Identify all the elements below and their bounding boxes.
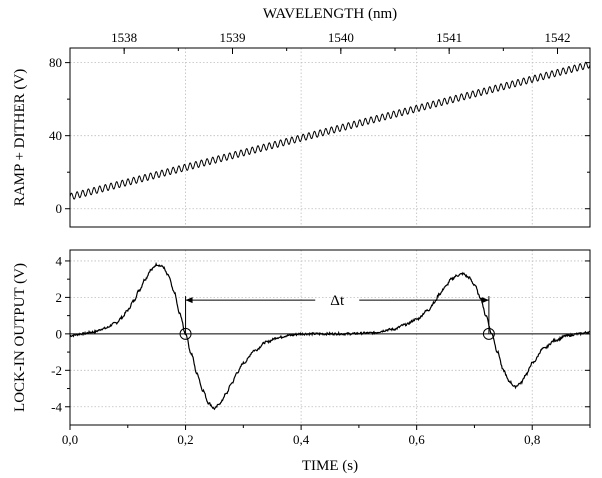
bottom-x-tick-label: 0,2: [177, 432, 193, 447]
bottom-x-axis-ticks: 0,0 0,2 0,4 0,6 0,8: [62, 425, 591, 447]
top-wavelength-tick-label: 1542: [545, 30, 571, 45]
zero-crossing-markers: [179, 327, 495, 340]
top-wavelength-tick-label: 1541: [436, 30, 462, 45]
lock-in-output-line: [69, 261, 591, 411]
top-y-tick-label: 80: [49, 55, 62, 70]
bottom-y-tick-label: -2: [51, 363, 62, 378]
bottom-y-axis-ticks: -4 -2 0 2 4: [51, 253, 590, 414]
top-y-axis-label: RAMP + DITHER (V): [12, 69, 28, 206]
top-plot-frame: [69, 47, 591, 228]
bottom-y-tick-label: 2: [56, 290, 63, 305]
bottom-x-tick-label: 0,0: [62, 432, 78, 447]
bottom-x-tick-label: 0,4: [293, 432, 310, 447]
top-y-tick-label: 0: [56, 201, 63, 216]
top-y-axis-ticks: 0 40 80: [49, 55, 590, 216]
delta-t-arrowhead-left: [185, 297, 193, 304]
top-x-axis-label: WAVELENGTH (nm): [263, 6, 397, 22]
zero-crossing-marker: [179, 327, 192, 340]
delta-t-annotation: Δt: [185, 293, 490, 334]
bottom-grid: [70, 250, 590, 425]
top-grid: [70, 48, 590, 227]
ramp-dither-line: [69, 61, 591, 200]
bottom-x-tick-label: 0,6: [409, 432, 426, 447]
delta-t-label: Δt: [330, 293, 345, 309]
bottom-x-tick-label: 0,8: [524, 432, 540, 447]
bottom-y-axis-label: LOCK-IN OUTPUT (V): [12, 263, 28, 412]
top-y-tick-label: 40: [49, 128, 62, 143]
bottom-y-tick-label: 4: [56, 253, 63, 268]
top-panel: 1538 1539 1540 1541 1542 0 40 80 WAVELENGTH (n…: [12, 6, 591, 228]
bottom-y-tick-label: 0: [56, 326, 63, 341]
top-axis-ticks: 1538 1539 1540 1541 1542: [69, 30, 571, 54]
top-wavelength-tick-label: 1540: [328, 30, 354, 45]
bottom-y-tick-label: -4: [51, 399, 62, 414]
top-wavelength-tick-label: 1538: [111, 30, 137, 45]
bottom-plot-frame: [69, 249, 591, 426]
top-wavelength-tick-label: 1539: [220, 30, 246, 45]
delta-t-arrowhead-right: [481, 297, 489, 304]
bottom-x-axis-label: TIME (s): [302, 458, 358, 474]
zero-crossing-marker: [482, 327, 495, 340]
bottom-panel: 0,0 0,2 0,4 0,6 0,8 -4 -2 0 2 4 Δt TIME (s) LOCK…: [12, 249, 591, 474]
